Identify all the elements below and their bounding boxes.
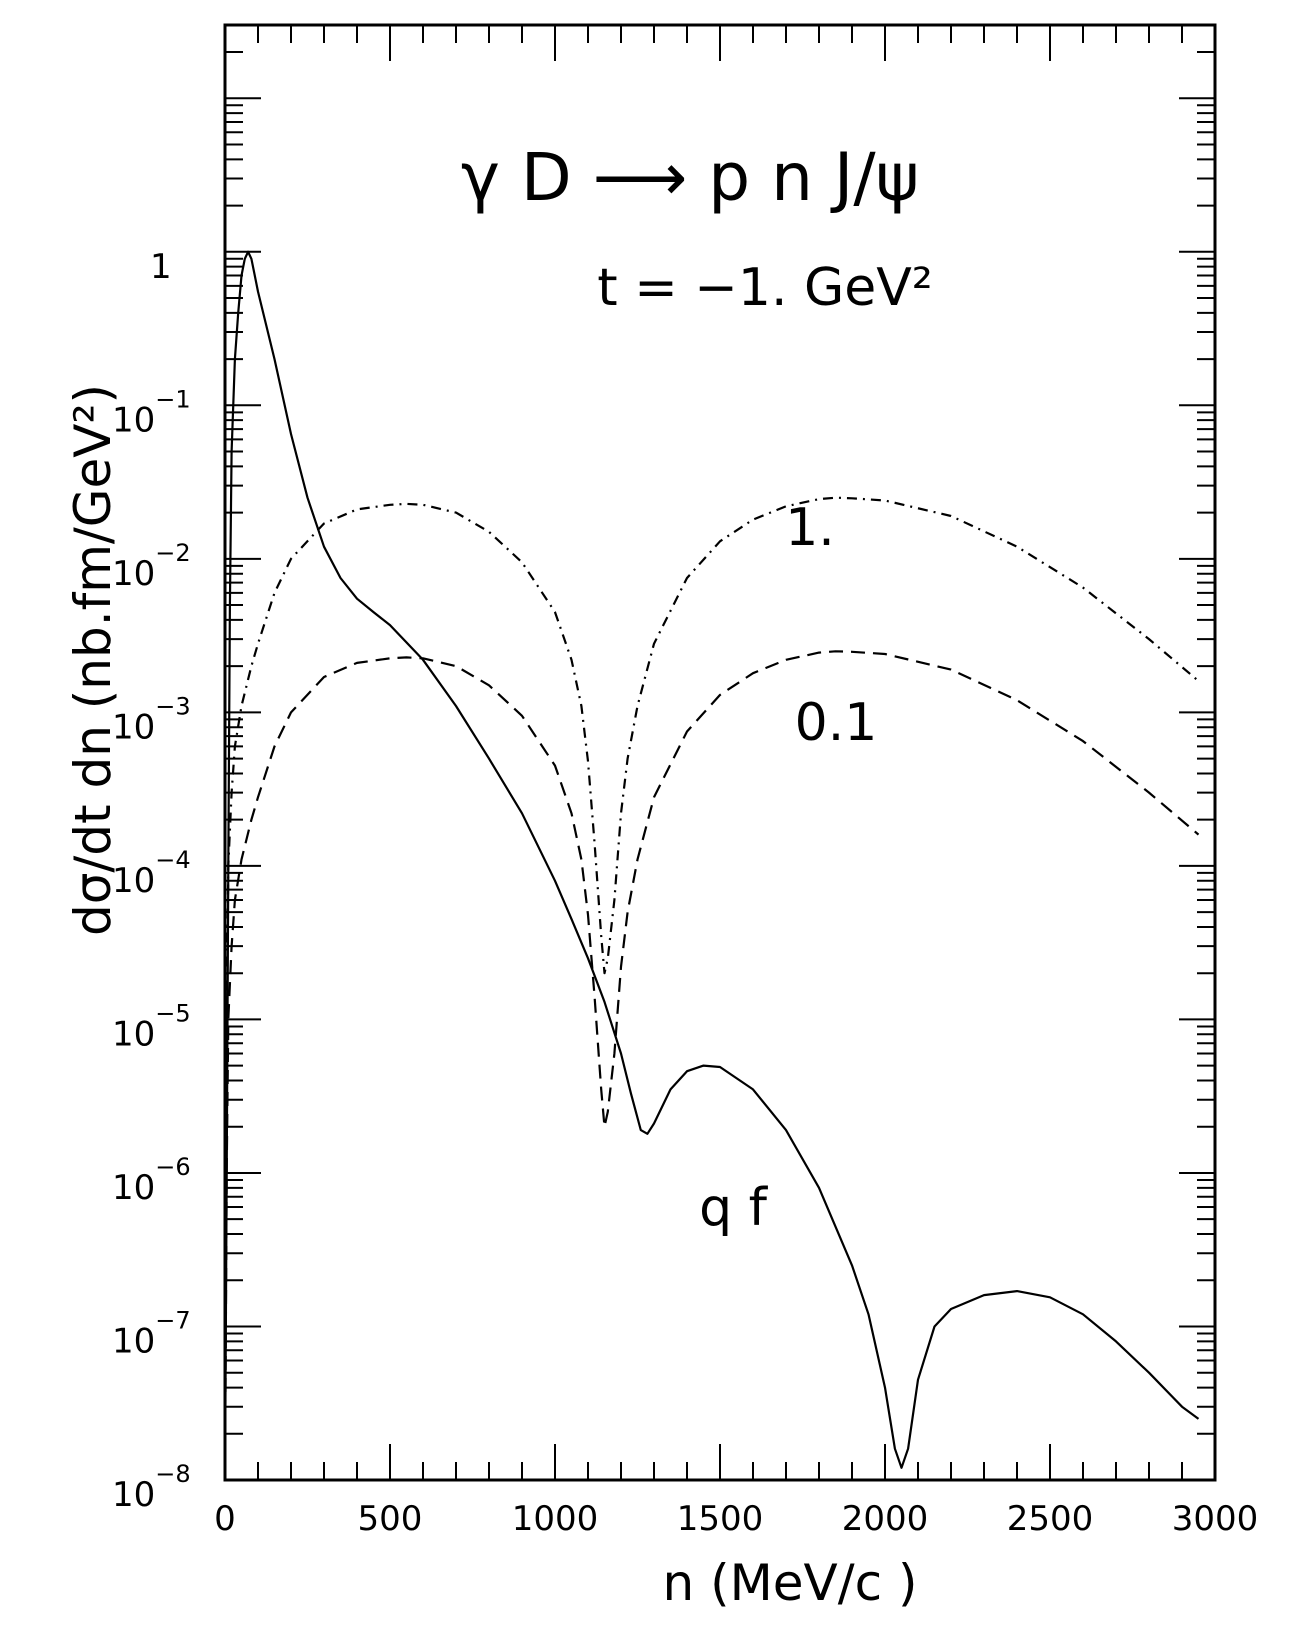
annotation-qf: q f	[699, 1178, 769, 1238]
y-axis-title: dσ/dt dn (nb.fm/GeV²)	[64, 384, 122, 936]
x-tick-label: 500	[358, 1499, 423, 1539]
series-line-dashed	[223, 650, 1200, 1481]
y-tick-label: 1	[150, 247, 172, 287]
x-tick-label: 3000	[1172, 1499, 1259, 1539]
data-series	[223, 250, 1200, 1481]
x-tick-label: 0	[214, 1499, 236, 1539]
plot-frame	[223, 23, 1217, 1482]
x-tick-labels: 0 500 1000 1500 2000 2500 3000	[214, 1499, 1258, 1539]
series-line-dash-dot	[223, 496, 1200, 1327]
chart-title: γ D ⟶ p n J/ψ	[461, 139, 919, 216]
x-tick-label: 1500	[677, 1499, 764, 1539]
x-tick-label: 1000	[512, 1499, 599, 1539]
x-tick-label: 2500	[1007, 1499, 1094, 1539]
annotation-1: 1.	[785, 498, 835, 558]
x-tick-label: 2000	[842, 1499, 929, 1539]
axis-ticks	[224, 24, 1216, 1481]
chart-subtitle: t = −1. GeV²	[597, 258, 932, 318]
x-axis-title: n (MeV/c )	[663, 1554, 918, 1612]
series-line-solid	[223, 250, 1200, 1481]
annotation-0-1: 0.1	[795, 693, 878, 753]
